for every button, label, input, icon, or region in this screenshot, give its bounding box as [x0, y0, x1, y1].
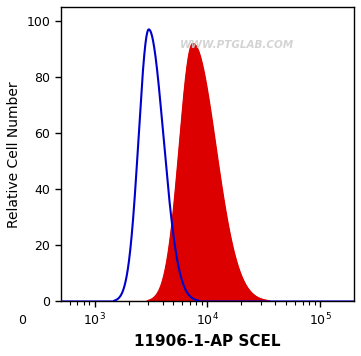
X-axis label: 11906-1-AP SCEL: 11906-1-AP SCEL [134, 334, 280, 349]
Y-axis label: Relative Cell Number: Relative Cell Number [7, 81, 21, 227]
Text: WWW.PTGLAB.COM: WWW.PTGLAB.COM [180, 40, 294, 50]
Text: 0: 0 [18, 314, 26, 328]
